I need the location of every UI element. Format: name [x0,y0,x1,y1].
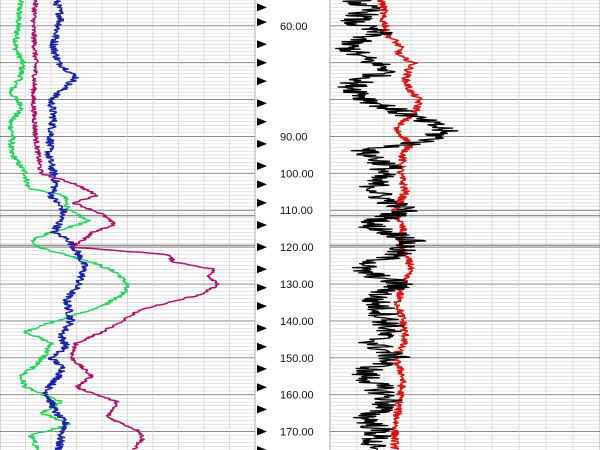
depth-marker [257,243,267,252]
depth-marker [257,161,267,170]
depth-marker [257,40,267,49]
depth-marker [257,446,267,450]
depth-marker [257,265,267,274]
depth-marker [257,427,267,436]
depth-marker [257,283,267,292]
magenta-curve [30,0,220,450]
depth-marker [257,405,267,414]
depth-marker [257,3,267,12]
depth-marker [257,221,267,229]
depth-marker [257,77,267,86]
depth-tick-label: 150.00 [280,353,314,365]
depth-marker [257,58,267,67]
depth-tick-label: 110.00 [280,205,313,217]
depth-marker [257,180,267,189]
depth-tick-label: 60.00 [280,21,308,33]
depth-tick-label: 140.00 [280,316,314,328]
depth-marker [257,364,267,373]
depth-tick-label: 130.00 [280,279,314,291]
depth-marker [257,18,267,27]
depth-marker [257,99,267,108]
red-curve [377,0,423,450]
depth-tick-label: 90.00 [280,131,308,143]
depth-marker [257,324,267,333]
green-curve [7,0,131,450]
depth-marker [257,383,267,392]
depth-tick-label: 170.00 [280,427,314,439]
depth-tick-label: 160.00 [280,390,314,402]
black-curve [334,0,459,450]
depth-marker [257,198,267,207]
depth-marker [257,342,267,351]
depth-tick-label: 120.00 [280,242,314,254]
depth-marker [257,117,267,126]
depth-marker [257,302,267,311]
blue-curve [42,0,89,450]
depth-marker [257,139,267,148]
depth-tick-label: 100.00 [280,168,314,180]
